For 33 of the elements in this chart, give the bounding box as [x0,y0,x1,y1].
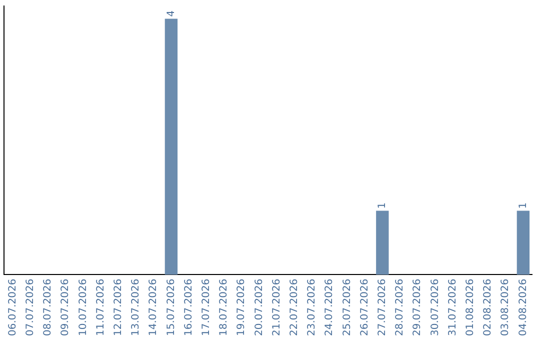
x-tick-label: 31.07.2026 [447,278,458,336]
x-tick-label: 29.07.2026 [412,278,424,336]
x-tick-label: 20.07.2026 [254,278,265,336]
x-tick-label: 21.07.2026 [271,278,282,336]
x-tick-label: 14.07.2026 [148,278,160,336]
x-tick-label: 28.07.2026 [394,278,406,336]
x-tick-label: 12.07.2026 [112,278,124,336]
x-tick-label: 03.08.2026 [500,278,512,336]
x-tick-label: 22.07.2026 [288,278,300,336]
x-tick-label: 10.07.2026 [78,278,89,336]
data-label: 1 [376,202,388,209]
x-tick-label: 17.07.2026 [200,278,212,336]
data-label: 1 [518,202,529,209]
data-label: 4 [166,10,177,17]
x-tick-label: 23.07.2026 [306,278,318,336]
x-tick-label: 27.07.2026 [376,278,388,336]
x-tick-label: 30.07.2026 [430,278,441,336]
x-tick-label: 26.07.2026 [359,278,370,336]
x-tick-label: 02.08.2026 [482,278,494,336]
x-tick-label: 11.07.2026 [95,278,106,336]
x-tick-label: 18.07.2026 [218,278,230,336]
x-tick-label: 01.08.2026 [464,278,476,336]
x-tick-label: 15.07.2026 [166,278,177,336]
x-tick-label: 24.07.2026 [324,278,336,336]
x-tick-label: 19.07.2026 [236,278,248,336]
x-tick-label: 25.07.2026 [342,278,353,336]
x-tick-label: 08.07.2026 [42,278,54,336]
x-tick-label: 06.07.2026 [7,278,18,336]
x-tick-label: 09.07.2026 [60,278,72,336]
x-tick-label: 07.07.2026 [24,278,36,336]
x-tick-label: 04.08.2026 [518,278,529,336]
x-tick-label: 13.07.2026 [130,278,142,336]
x-tick-label: 16.07.2026 [183,278,194,336]
